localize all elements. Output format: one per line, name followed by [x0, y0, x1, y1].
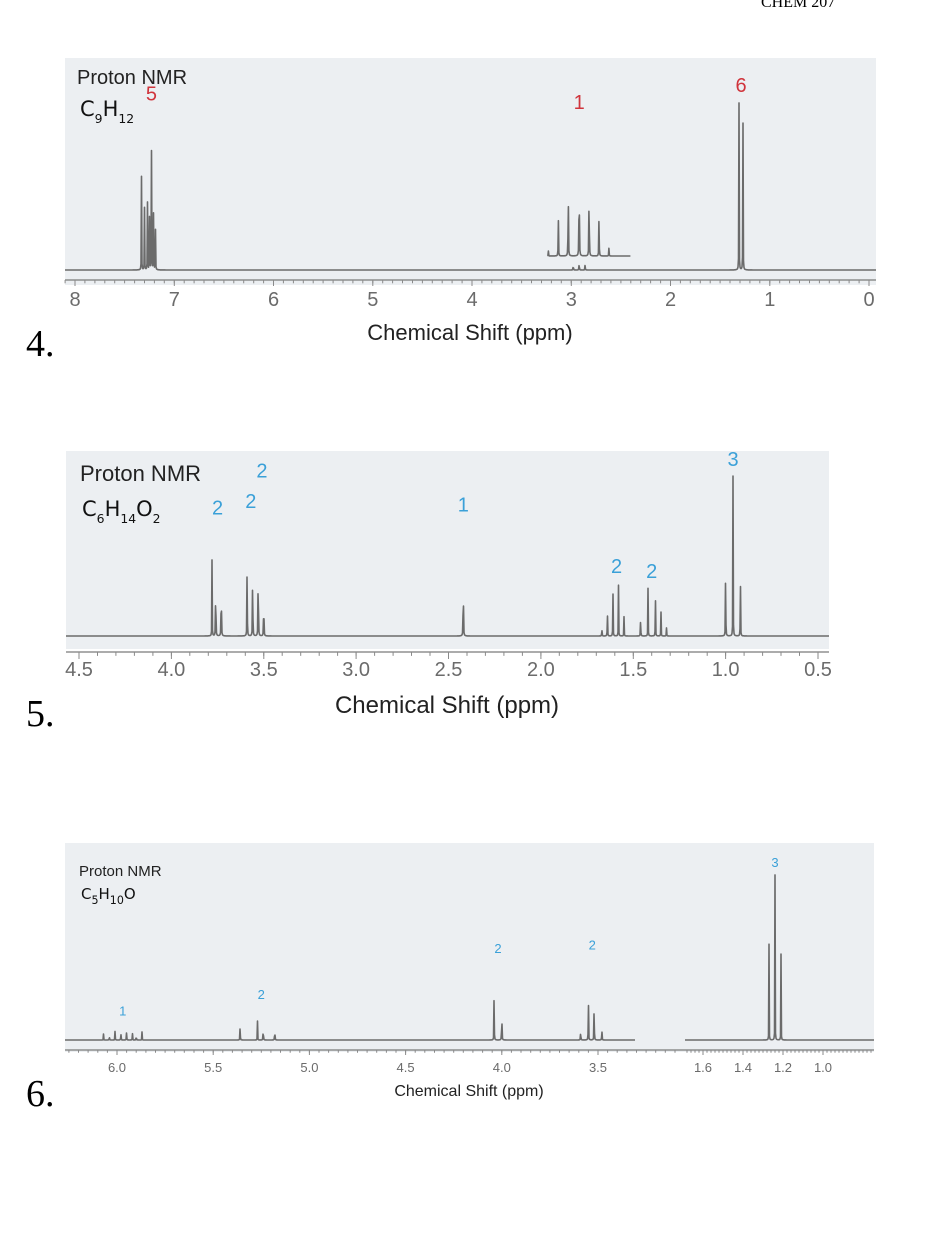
- x-tick-label: 1.4: [734, 1060, 752, 1075]
- x-tick-label: 1.0: [814, 1060, 832, 1075]
- formula-part: O: [136, 497, 153, 521]
- x-tick-label: 3: [566, 289, 577, 311]
- x-axis-label: Chemical Shift (ppm): [367, 320, 572, 345]
- molecular-formula: C6H14O2: [82, 497, 161, 526]
- peak-integration-label: 2: [256, 460, 267, 482]
- x-tick-label: 5.0: [300, 1060, 318, 1075]
- x-tick-label: 3.5: [589, 1060, 607, 1075]
- peak-integration-label: 2: [589, 938, 596, 953]
- peak-integration-label: 2: [258, 987, 265, 1002]
- formula-part: 12: [118, 111, 134, 126]
- x-tick-label: 4.0: [493, 1060, 511, 1075]
- molecular-formula: C5H10O: [81, 885, 136, 907]
- x-tick-label: 6.0: [108, 1060, 126, 1075]
- x-tick-label: 1: [764, 289, 775, 311]
- inset-multiplet-trace: [546, 205, 631, 257]
- formula-part: 14: [120, 511, 136, 526]
- x-axis-label: Chemical Shift (ppm): [394, 1083, 543, 1100]
- x-tick-label: 1.6: [694, 1060, 712, 1075]
- x-axis-label: Chemical Shift (ppm): [335, 692, 559, 719]
- x-tick-label: 2: [665, 289, 676, 311]
- x-tick-label: 1.2: [774, 1060, 792, 1075]
- nmr-chart-4: Proton NMR C9H12 5 1 6 8 7 6 5 4 3 2 1 0 Chemical …: [64, 58, 877, 345]
- x-tick-label: 0: [863, 289, 874, 311]
- formula-part: H: [105, 497, 121, 521]
- x-tick-label: 4: [466, 289, 477, 311]
- formula-part: 6: [97, 511, 105, 526]
- question-number: 5.: [26, 693, 55, 735]
- x-tick-label: 4.5: [397, 1060, 415, 1075]
- peak-integration-label: 1: [458, 494, 469, 516]
- spectrum-trace: [64, 102, 877, 271]
- plot-panel: [65, 843, 874, 1052]
- x-tick-label: 5: [367, 289, 378, 311]
- x-tick-label: 4.5: [65, 659, 93, 681]
- spectrum-trace: [684, 874, 875, 1041]
- formula-part: C: [81, 885, 91, 903]
- peak-integration-label: 5: [146, 84, 157, 106]
- question-number: 6.: [26, 1073, 55, 1115]
- nmr-chart-6: Proton NMR C5H10O 1 2 2 2 3 6.0 5.5 5.0 4.5 4.0 3…: [64, 843, 875, 1100]
- x-tick-label: 1.0: [712, 659, 740, 681]
- formula-part: 2: [153, 511, 161, 526]
- formula-part: C: [82, 497, 97, 521]
- spectrum-trace: [64, 999, 636, 1041]
- formula-part: 10: [110, 894, 124, 907]
- x-tick-label: 8: [69, 289, 80, 311]
- molecular-formula: C9H12: [80, 97, 134, 126]
- formula-part: 5: [91, 894, 98, 907]
- peak-integration-label: 2: [646, 561, 657, 583]
- peak-integration-label: 2: [245, 491, 256, 513]
- plot-panel: [65, 58, 876, 285]
- question-number: 4.: [26, 323, 55, 365]
- x-tick-label: 6: [268, 289, 279, 311]
- peak-integration-label: 1: [119, 1004, 126, 1019]
- course-header: CHEM 207: [761, 0, 836, 11]
- chart-title: Proton NMR: [79, 863, 162, 880]
- peak-integration-label: 3: [727, 449, 738, 471]
- x-tick-label: 5.5: [204, 1060, 222, 1075]
- chart-title: Proton NMR: [80, 461, 201, 486]
- x-tick-label: 1.5: [619, 659, 647, 681]
- plot-panel: [66, 451, 829, 649]
- peak-integration-label: 2: [611, 556, 622, 578]
- formula-part: H: [103, 97, 119, 121]
- formula-part: C: [80, 97, 95, 121]
- x-tick-label: 2.0: [527, 659, 555, 681]
- peak-integration-label: 1: [574, 92, 585, 114]
- formula-part: H: [99, 885, 110, 903]
- x-tick-label: 7: [169, 289, 180, 311]
- peak-integration-label: 2: [494, 941, 501, 956]
- formula-part: O: [124, 885, 136, 903]
- x-tick-label: 3.5: [250, 659, 278, 681]
- peak-integration-label: 6: [735, 75, 746, 97]
- x-tick-label: 2.5: [435, 659, 463, 681]
- x-tick-label: 0.5: [804, 659, 832, 681]
- peak-integration-label: 2: [212, 498, 223, 520]
- chart-title: Proton NMR: [77, 67, 187, 89]
- spectrum-trace: [65, 475, 830, 637]
- peak-integration-label: 3: [771, 855, 778, 870]
- x-tick-label: 4.0: [157, 659, 185, 681]
- x-tick-label: 3.0: [342, 659, 370, 681]
- formula-part: 9: [95, 111, 103, 126]
